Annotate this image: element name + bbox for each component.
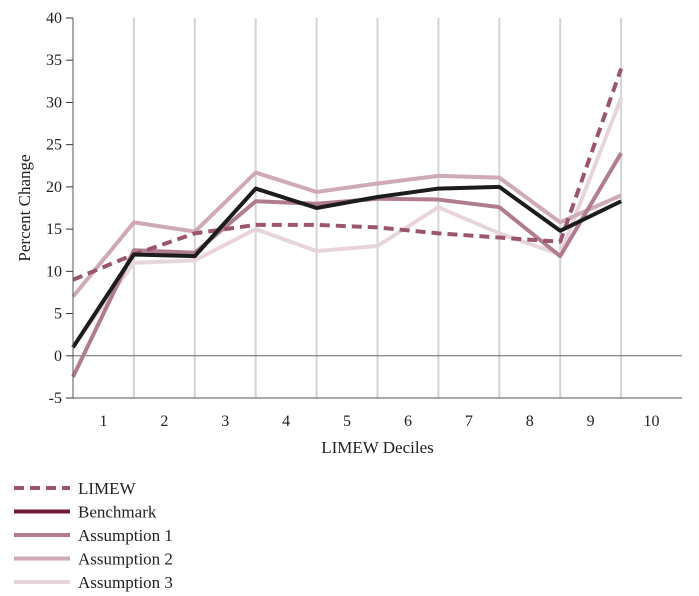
y-axis-title: Percent Change — [15, 154, 34, 261]
x-tick-label: 1 — [99, 413, 107, 430]
series-lines — [71, 68, 623, 378]
x-axis-title: LIMEW Deciles — [321, 438, 434, 457]
x-tick-label: 9 — [587, 413, 595, 430]
plot-frame — [72, 18, 682, 399]
series-line-assumption-2 — [71, 170, 622, 298]
x-tick-label: 6 — [404, 413, 412, 430]
legend-label: Assumption 3 — [78, 573, 173, 592]
legend: LIMEW Benchmark Assumption 1 Assumption 2 As… — [14, 479, 173, 592]
x-tick-label: 10 — [644, 413, 660, 430]
series-line-limew — [72, 68, 623, 282]
legend-label: Benchmark — [78, 503, 157, 522]
y-tick-label: 15 — [46, 221, 62, 238]
y-tick-label: 20 — [46, 179, 62, 196]
y-tick-label: 10 — [46, 263, 62, 280]
series-line-benchmark — [71, 184, 622, 349]
x-tick-label: 3 — [221, 413, 229, 430]
x-tick-label: 7 — [465, 413, 473, 430]
y-tick-label: 25 — [46, 137, 62, 154]
legend-label: Assumption 2 — [78, 550, 173, 569]
x-tick-label: 8 — [526, 413, 534, 430]
x-axis: 1 2 3 4 5 6 7 8 9 10 — [99, 413, 659, 430]
series-line-assumption-3 — [71, 97, 623, 349]
legend-label: LIMEW — [78, 479, 137, 498]
x-tick-label: 2 — [160, 413, 168, 430]
x-tick-label: 5 — [343, 413, 351, 430]
y-tick-label: 35 — [46, 52, 62, 69]
legend-label: Assumption 1 — [78, 526, 173, 545]
y-tick-label: -5 — [49, 390, 62, 407]
y-tick-label: 40 — [46, 10, 62, 27]
y-tick-label: 5 — [54, 306, 62, 323]
y-tick-label: 0 — [54, 348, 62, 365]
y-tick-label: 30 — [46, 94, 62, 111]
x-tick-label: 4 — [282, 413, 290, 430]
y-axis: -5 0 5 10 15 20 25 30 35 40 — [46, 10, 73, 407]
